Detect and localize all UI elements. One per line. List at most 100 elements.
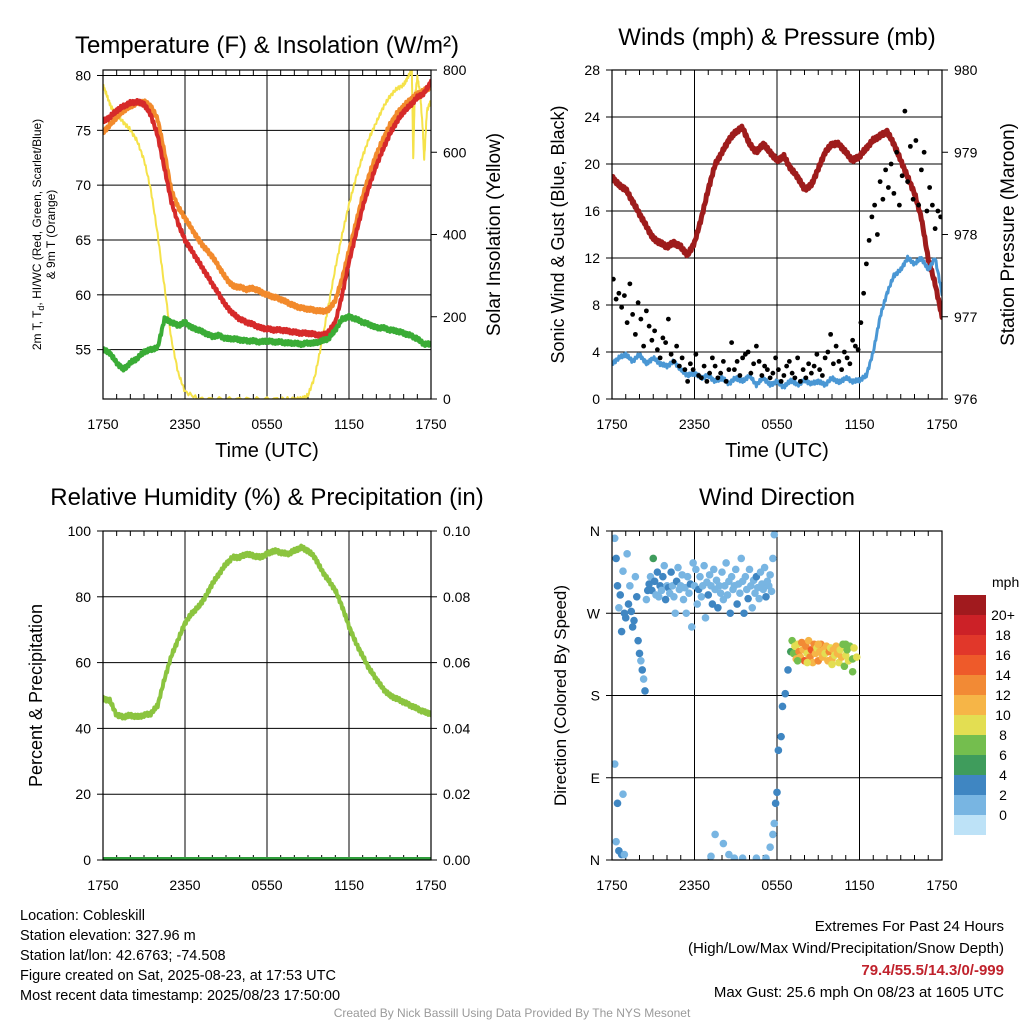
x-tick-label: 1750: [415, 877, 446, 893]
gust-point: [627, 281, 633, 287]
direction-point: [759, 585, 768, 594]
direction-point: [828, 660, 836, 669]
direction-point: [725, 850, 733, 859]
gust-point: [814, 351, 820, 357]
direction-point: [804, 636, 813, 645]
gust-point: [643, 308, 649, 314]
figure-created: Figure created on Sat, 2025-08-23, at 17…: [20, 968, 336, 984]
y-tick-label: E: [591, 770, 600, 786]
direction-point: [619, 790, 627, 798]
y2-tick-label: 980: [954, 62, 978, 78]
direction-point: [766, 571, 774, 579]
direction-point: [612, 554, 620, 563]
direction-point: [649, 554, 658, 563]
colorbar-cell: [954, 735, 986, 755]
y2-axis-label: Solar Insolation (Yellow): [484, 133, 505, 336]
direction-point: [635, 649, 644, 658]
y-tick-label: 55: [75, 342, 91, 358]
gust-point: [855, 347, 861, 353]
gust-point: [712, 363, 718, 369]
gust-point: [756, 359, 762, 364]
y-tick-label: 70: [75, 177, 91, 193]
direction-point: [679, 595, 688, 604]
colorbar-cell: [954, 775, 986, 795]
gust-point: [797, 378, 803, 384]
direction-point: [778, 702, 787, 711]
direction-point: [683, 572, 692, 581]
y-tick-label: N: [590, 523, 600, 539]
x-tick-label: 2350: [679, 416, 710, 432]
y-axis-label: Sonic Wind & Gust (Blue, Black): [548, 105, 568, 363]
gust-point: [808, 370, 814, 376]
direction-point: [628, 623, 637, 631]
gust-point: [927, 185, 933, 190]
x-tick-label: 1750: [596, 416, 627, 432]
gust-point: [819, 373, 825, 378]
direction-point: [769, 830, 777, 839]
y-tick-label: W: [587, 605, 601, 621]
y-tick-label: S: [591, 688, 600, 704]
direction-point: [667, 568, 675, 576]
x-tick-label: 2350: [169, 416, 200, 432]
chart-title: Temperature (F) & Insolation (W/m²): [75, 32, 459, 59]
gust-point: [795, 355, 801, 361]
series-line: [612, 123, 942, 320]
gust-point: [789, 370, 795, 376]
gust-point: [657, 355, 663, 361]
series-line: [612, 254, 942, 390]
y-tick-label: 12: [584, 250, 600, 266]
direction-point: [707, 852, 715, 860]
direction-point: [626, 582, 634, 590]
direction-point: [770, 819, 779, 828]
direction-point: [781, 689, 790, 698]
y-axis-label-subscript: d: [36, 306, 46, 311]
direction-point: [850, 644, 858, 652]
gust-point: [663, 340, 669, 345]
direction-point: [654, 593, 663, 601]
gust-point: [679, 355, 685, 361]
gust-point: [767, 375, 773, 381]
gust-point: [825, 349, 831, 355]
gust-point: [704, 378, 710, 384]
x-tick-label: 1150: [334, 416, 364, 432]
extremes-title: Extremes For Past 24 Hours: [814, 918, 1004, 935]
extremes-subtitle: (High/Low/Max Wind/Precipitation/Snow De…: [688, 940, 1004, 957]
y-tick-label: 60: [75, 287, 91, 303]
gust-point: [938, 214, 942, 220]
direction-point: [771, 799, 780, 808]
plot-frame: [611, 530, 943, 861]
y-tick-label: 4: [592, 344, 600, 360]
series-line: [103, 78, 431, 339]
gust-point: [641, 343, 647, 349]
direction-point: [814, 640, 823, 649]
gust-point: [616, 290, 622, 296]
gust-point: [929, 202, 935, 208]
direction-point: [723, 591, 732, 599]
y-axis-label-part: , HI/WC (Red, Green, Scarlet/Blue): [30, 119, 44, 306]
station-elevation: Station elevation: 327.96 m: [20, 928, 196, 944]
gust-point: [817, 367, 823, 373]
gust-point: [762, 363, 768, 369]
colorbar-label: 20+: [991, 607, 1015, 623]
data-timestamp: Most recent data timestamp: 2025/08/23 1…: [20, 988, 341, 1004]
gust-point: [723, 378, 729, 384]
direction-point: [671, 609, 680, 618]
y2-tick-label: 977: [954, 309, 978, 325]
gust-point: [932, 226, 938, 232]
direction-point: [616, 591, 625, 599]
y-tick-label: N: [590, 852, 600, 868]
direction-point: [773, 788, 781, 797]
y2-tick-label: 978: [954, 227, 978, 243]
direction-point: [738, 854, 747, 860]
direction-point: [727, 572, 736, 581]
direction-point: [617, 627, 626, 636]
panel-temp: Temperature (F) & Insolation (W/m²) 1750 2…: [30, 32, 505, 462]
direction-point: [700, 561, 708, 570]
gust-point: [869, 214, 875, 220]
gust-point: [894, 149, 900, 155]
panel-rh: Relative Humidity (%) & Precipitation (i…: [26, 484, 484, 893]
data-layer: [103, 70, 431, 399]
colorbar-cell: [954, 615, 986, 635]
direction-point: [744, 594, 752, 603]
